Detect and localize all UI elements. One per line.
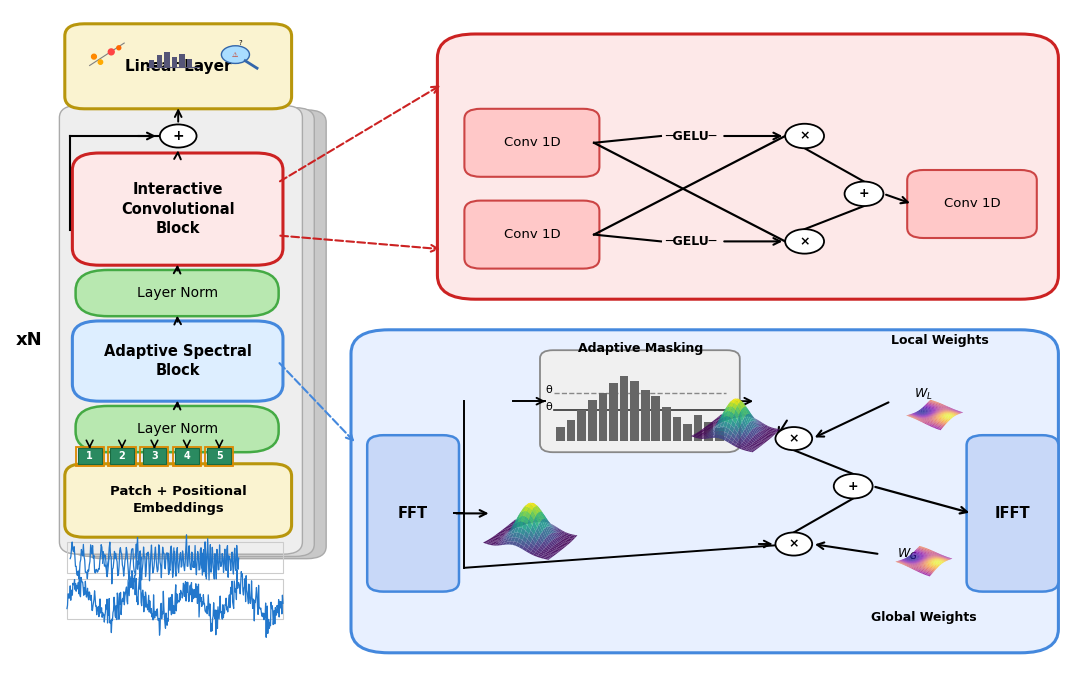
FancyBboxPatch shape (76, 406, 279, 452)
Text: 5: 5 (216, 452, 222, 461)
Bar (704, 422, 713, 441)
Bar (609, 383, 618, 441)
FancyBboxPatch shape (967, 435, 1058, 592)
Text: +: + (173, 129, 184, 143)
Text: $W_G$: $W_G$ (896, 547, 918, 562)
FancyBboxPatch shape (65, 464, 292, 537)
FancyBboxPatch shape (71, 107, 314, 556)
Bar (179, 54, 185, 67)
Bar (78, 448, 102, 464)
Bar (207, 448, 231, 464)
Text: Adaptive Spectral
Block: Adaptive Spectral Block (104, 343, 252, 379)
Bar (693, 415, 702, 441)
FancyBboxPatch shape (72, 321, 283, 401)
Text: +: + (848, 479, 859, 493)
Text: xN: xN (16, 331, 42, 349)
Bar (684, 424, 692, 441)
Bar (173, 447, 201, 466)
Point (110, 42, 127, 53)
Bar (578, 410, 586, 441)
Text: θ: θ (545, 403, 552, 412)
Text: Layer Norm: Layer Norm (136, 286, 218, 300)
Circle shape (775, 532, 812, 556)
Text: 3: 3 (151, 452, 158, 461)
Bar (67, 542, 283, 573)
Circle shape (785, 229, 824, 254)
FancyBboxPatch shape (59, 105, 302, 554)
Text: Conv 1D: Conv 1D (503, 136, 561, 150)
Text: ×: × (799, 235, 810, 248)
Bar (598, 393, 607, 441)
Text: ⚠: ⚠ (231, 52, 238, 58)
Text: Global Weights: Global Weights (870, 611, 976, 624)
FancyBboxPatch shape (437, 34, 1058, 299)
Text: 4: 4 (184, 452, 190, 461)
Text: Conv 1D: Conv 1D (503, 228, 561, 241)
Text: Conv 1D: Conv 1D (944, 197, 1000, 211)
Bar (108, 447, 136, 466)
FancyBboxPatch shape (351, 330, 1058, 653)
FancyBboxPatch shape (540, 350, 740, 452)
Circle shape (160, 124, 197, 148)
Bar (588, 400, 596, 441)
Text: ─GELU─: ─GELU─ (665, 235, 717, 248)
Bar (631, 381, 639, 441)
FancyBboxPatch shape (76, 270, 279, 316)
Circle shape (834, 474, 873, 498)
Bar (567, 420, 576, 441)
Circle shape (845, 182, 883, 206)
Bar (673, 417, 681, 441)
Text: FFT: FFT (399, 506, 428, 521)
Bar (164, 52, 170, 67)
Circle shape (775, 427, 812, 450)
Bar (205, 447, 233, 466)
FancyBboxPatch shape (367, 435, 459, 592)
Bar (67, 579, 283, 619)
Text: +: + (859, 187, 869, 201)
Bar (172, 56, 177, 67)
Bar (556, 427, 565, 441)
Bar (143, 448, 166, 464)
Text: ×: × (799, 129, 810, 143)
Point (103, 46, 120, 57)
Text: ─GELU─: ─GELU─ (665, 129, 717, 143)
Text: ×: × (788, 537, 799, 551)
Text: Patch + Positional
Embeddings: Patch + Positional Embeddings (110, 486, 246, 515)
Circle shape (785, 124, 824, 148)
Bar (715, 428, 724, 441)
FancyBboxPatch shape (65, 24, 292, 109)
Text: Interactive
Convolutional
Block: Interactive Convolutional Block (121, 182, 234, 237)
Bar (640, 390, 649, 441)
FancyBboxPatch shape (464, 201, 599, 269)
Bar (140, 447, 168, 466)
FancyBboxPatch shape (72, 153, 283, 265)
Text: ×: × (788, 432, 799, 445)
Bar (149, 60, 154, 67)
Bar (110, 448, 134, 464)
Text: $W_L$: $W_L$ (914, 387, 933, 402)
Text: θ: θ (545, 386, 552, 395)
Text: Local Weights: Local Weights (891, 334, 988, 347)
FancyBboxPatch shape (464, 109, 599, 177)
Point (85, 51, 103, 62)
FancyBboxPatch shape (83, 110, 326, 559)
FancyBboxPatch shape (907, 170, 1037, 238)
Bar (157, 55, 162, 67)
Bar (76, 447, 104, 466)
Point (92, 56, 109, 67)
Text: 2: 2 (119, 452, 125, 461)
Text: IFFT: IFFT (995, 506, 1030, 521)
Bar (620, 376, 629, 441)
Text: 1: 1 (86, 452, 93, 461)
Bar (662, 407, 671, 441)
Circle shape (221, 46, 249, 63)
Text: ?: ? (239, 40, 243, 46)
Bar (187, 58, 192, 67)
Text: Adaptive Masking: Adaptive Masking (578, 342, 703, 356)
Bar (651, 396, 660, 441)
Text: Layer Norm: Layer Norm (136, 422, 218, 436)
Text: Linear Layer: Linear Layer (125, 58, 231, 74)
Bar (175, 448, 199, 464)
